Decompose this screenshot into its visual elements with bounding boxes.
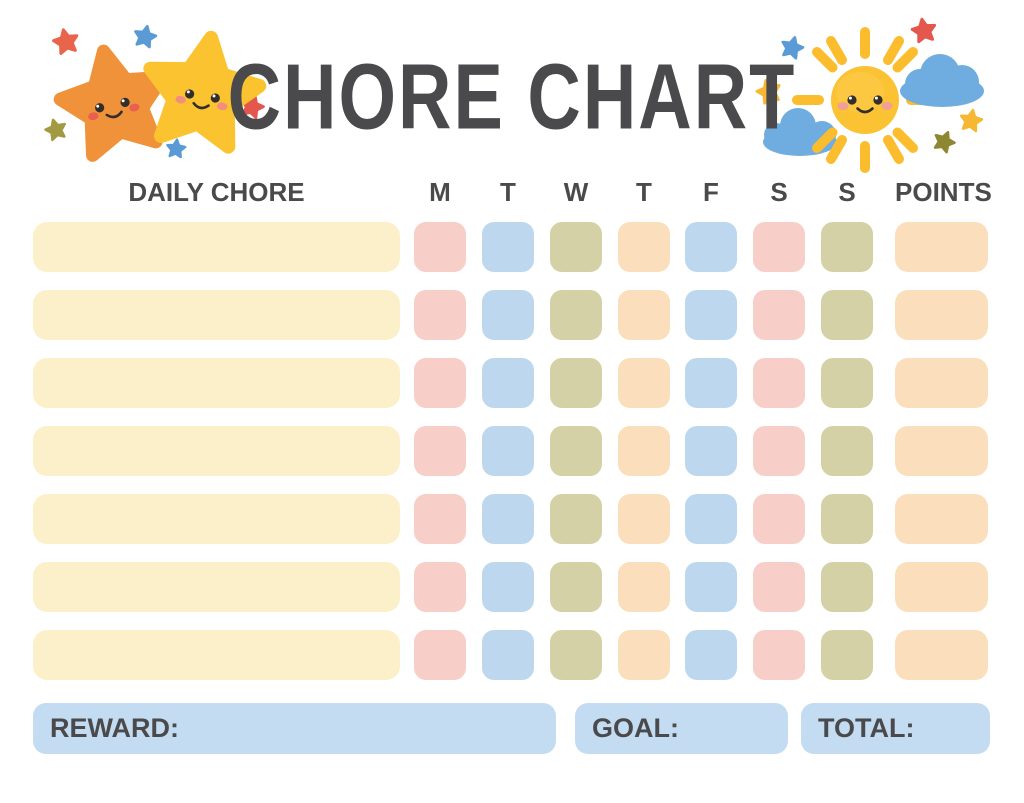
- day-cell[interactable]: [753, 630, 805, 680]
- day-cell[interactable]: [482, 562, 534, 612]
- day-cell[interactable]: [685, 426, 737, 476]
- day-cell[interactable]: [618, 222, 670, 272]
- day-cell[interactable]: [482, 426, 534, 476]
- goal-field[interactable]: GOAL:: [575, 703, 788, 754]
- day-header: T: [636, 177, 652, 207]
- chore-name-field[interactable]: [33, 426, 400, 476]
- chore-name-field[interactable]: [33, 562, 400, 612]
- day-cell[interactable]: [685, 494, 737, 544]
- day-cell[interactable]: [482, 494, 534, 544]
- day-cell[interactable]: [414, 562, 466, 612]
- day-cell[interactable]: [414, 630, 466, 680]
- points-cell[interactable]: [895, 494, 988, 544]
- day-cell[interactable]: [753, 562, 805, 612]
- points-cell[interactable]: [895, 290, 988, 340]
- day-cell[interactable]: [618, 630, 670, 680]
- day-header: W: [563, 177, 589, 207]
- day-cell[interactable]: [414, 222, 466, 272]
- day-cell[interactable]: [550, 630, 602, 680]
- day-cell[interactable]: [550, 358, 602, 408]
- day-cell[interactable]: [685, 562, 737, 612]
- page-title: CHORE CHART: [227, 44, 797, 149]
- day-cell[interactable]: [618, 562, 670, 612]
- day-cell[interactable]: [550, 426, 602, 476]
- sun-clouds-icon: [740, 8, 1024, 173]
- points-cell[interactable]: [895, 562, 988, 612]
- day-cell[interactable]: [753, 494, 805, 544]
- day-cell[interactable]: [821, 290, 873, 340]
- chore-name-field[interactable]: [33, 358, 400, 408]
- total-field[interactable]: TOTAL:: [801, 703, 990, 754]
- points-cell[interactable]: [895, 630, 988, 680]
- total-label: TOTAL:: [818, 713, 915, 743]
- day-cell[interactable]: [685, 222, 737, 272]
- day-cell[interactable]: [685, 630, 737, 680]
- chore-name-field[interactable]: [33, 222, 400, 272]
- chore-name-field[interactable]: [33, 630, 400, 680]
- day-cell[interactable]: [482, 630, 534, 680]
- day-cell[interactable]: [821, 222, 873, 272]
- day-cell[interactable]: [685, 358, 737, 408]
- day-header: T: [500, 177, 516, 207]
- day-cell[interactable]: [821, 358, 873, 408]
- day-cell[interactable]: [482, 222, 534, 272]
- day-cell[interactable]: [821, 562, 873, 612]
- reward-label: REWARD:: [50, 713, 179, 743]
- day-cell[interactable]: [685, 290, 737, 340]
- day-cell[interactable]: [821, 494, 873, 544]
- day-cell[interactable]: [482, 358, 534, 408]
- day-cell[interactable]: [550, 290, 602, 340]
- day-cell[interactable]: [414, 358, 466, 408]
- chore-name-field[interactable]: [33, 494, 400, 544]
- reward-field[interactable]: REWARD:: [33, 703, 556, 754]
- goal-label: GOAL:: [592, 713, 679, 743]
- points-cell[interactable]: [895, 222, 988, 272]
- day-cell[interactable]: [753, 426, 805, 476]
- day-header: S: [770, 177, 788, 207]
- day-cell[interactable]: [821, 630, 873, 680]
- daily-chore-header: DAILY CHORE: [128, 177, 305, 207]
- day-cell[interactable]: [414, 494, 466, 544]
- points-header: POINTS: [895, 177, 992, 207]
- stars-icon: [30, 10, 282, 166]
- day-cell[interactable]: [414, 426, 466, 476]
- day-cell[interactable]: [482, 290, 534, 340]
- points-cell[interactable]: [895, 358, 988, 408]
- day-cell[interactable]: [550, 562, 602, 612]
- day-cell[interactable]: [618, 290, 670, 340]
- day-header: F: [703, 177, 719, 207]
- day-cell[interactable]: [821, 426, 873, 476]
- points-cell[interactable]: [895, 426, 988, 476]
- chore-name-field[interactable]: [33, 290, 400, 340]
- day-cell[interactable]: [753, 358, 805, 408]
- day-header: S: [838, 177, 856, 207]
- day-cell[interactable]: [618, 494, 670, 544]
- day-cell[interactable]: [753, 222, 805, 272]
- day-cell[interactable]: [753, 290, 805, 340]
- day-cell[interactable]: [618, 358, 670, 408]
- day-cell[interactable]: [414, 290, 466, 340]
- day-header: M: [429, 177, 451, 207]
- day-cell[interactable]: [550, 494, 602, 544]
- day-cell[interactable]: [618, 426, 670, 476]
- day-cell[interactable]: [550, 222, 602, 272]
